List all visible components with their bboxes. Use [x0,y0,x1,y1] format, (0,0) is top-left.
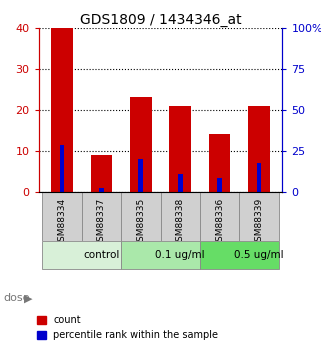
Bar [138,159,143,192]
Bar [99,188,104,192]
Bar [217,178,222,192]
Bar [91,155,112,192]
Text: ▶: ▶ [24,294,32,303]
Bar [178,174,183,192]
Text: 0.1 ug/ml: 0.1 ug/ml [155,250,205,260]
Legend: count, percentile rank within the sample: count, percentile rank within the sample [37,315,219,340]
FancyBboxPatch shape [82,192,121,241]
Text: GSM88338: GSM88338 [176,198,185,247]
FancyBboxPatch shape [200,241,279,269]
Bar [130,98,152,192]
Bar [60,145,65,192]
Bar [209,135,230,192]
Bar [248,106,270,192]
Text: GSM88336: GSM88336 [215,198,224,247]
Text: 0.5 ug/ml: 0.5 ug/ml [234,250,284,260]
Bar [256,163,261,192]
Text: GSM88335: GSM88335 [136,198,145,247]
Text: GSM88337: GSM88337 [97,198,106,247]
FancyBboxPatch shape [121,192,160,241]
Text: dose: dose [3,294,30,303]
Bar [169,106,191,192]
Text: GSM88339: GSM88339 [254,198,263,247]
FancyBboxPatch shape [42,192,82,241]
Text: GSM88334: GSM88334 [58,198,67,247]
Title: GDS1809 / 1434346_at: GDS1809 / 1434346_at [80,12,241,27]
FancyBboxPatch shape [200,192,239,241]
Text: control: control [83,250,120,260]
FancyBboxPatch shape [121,241,200,269]
FancyBboxPatch shape [239,192,279,241]
Bar [51,28,73,192]
FancyBboxPatch shape [42,241,121,269]
FancyBboxPatch shape [160,192,200,241]
